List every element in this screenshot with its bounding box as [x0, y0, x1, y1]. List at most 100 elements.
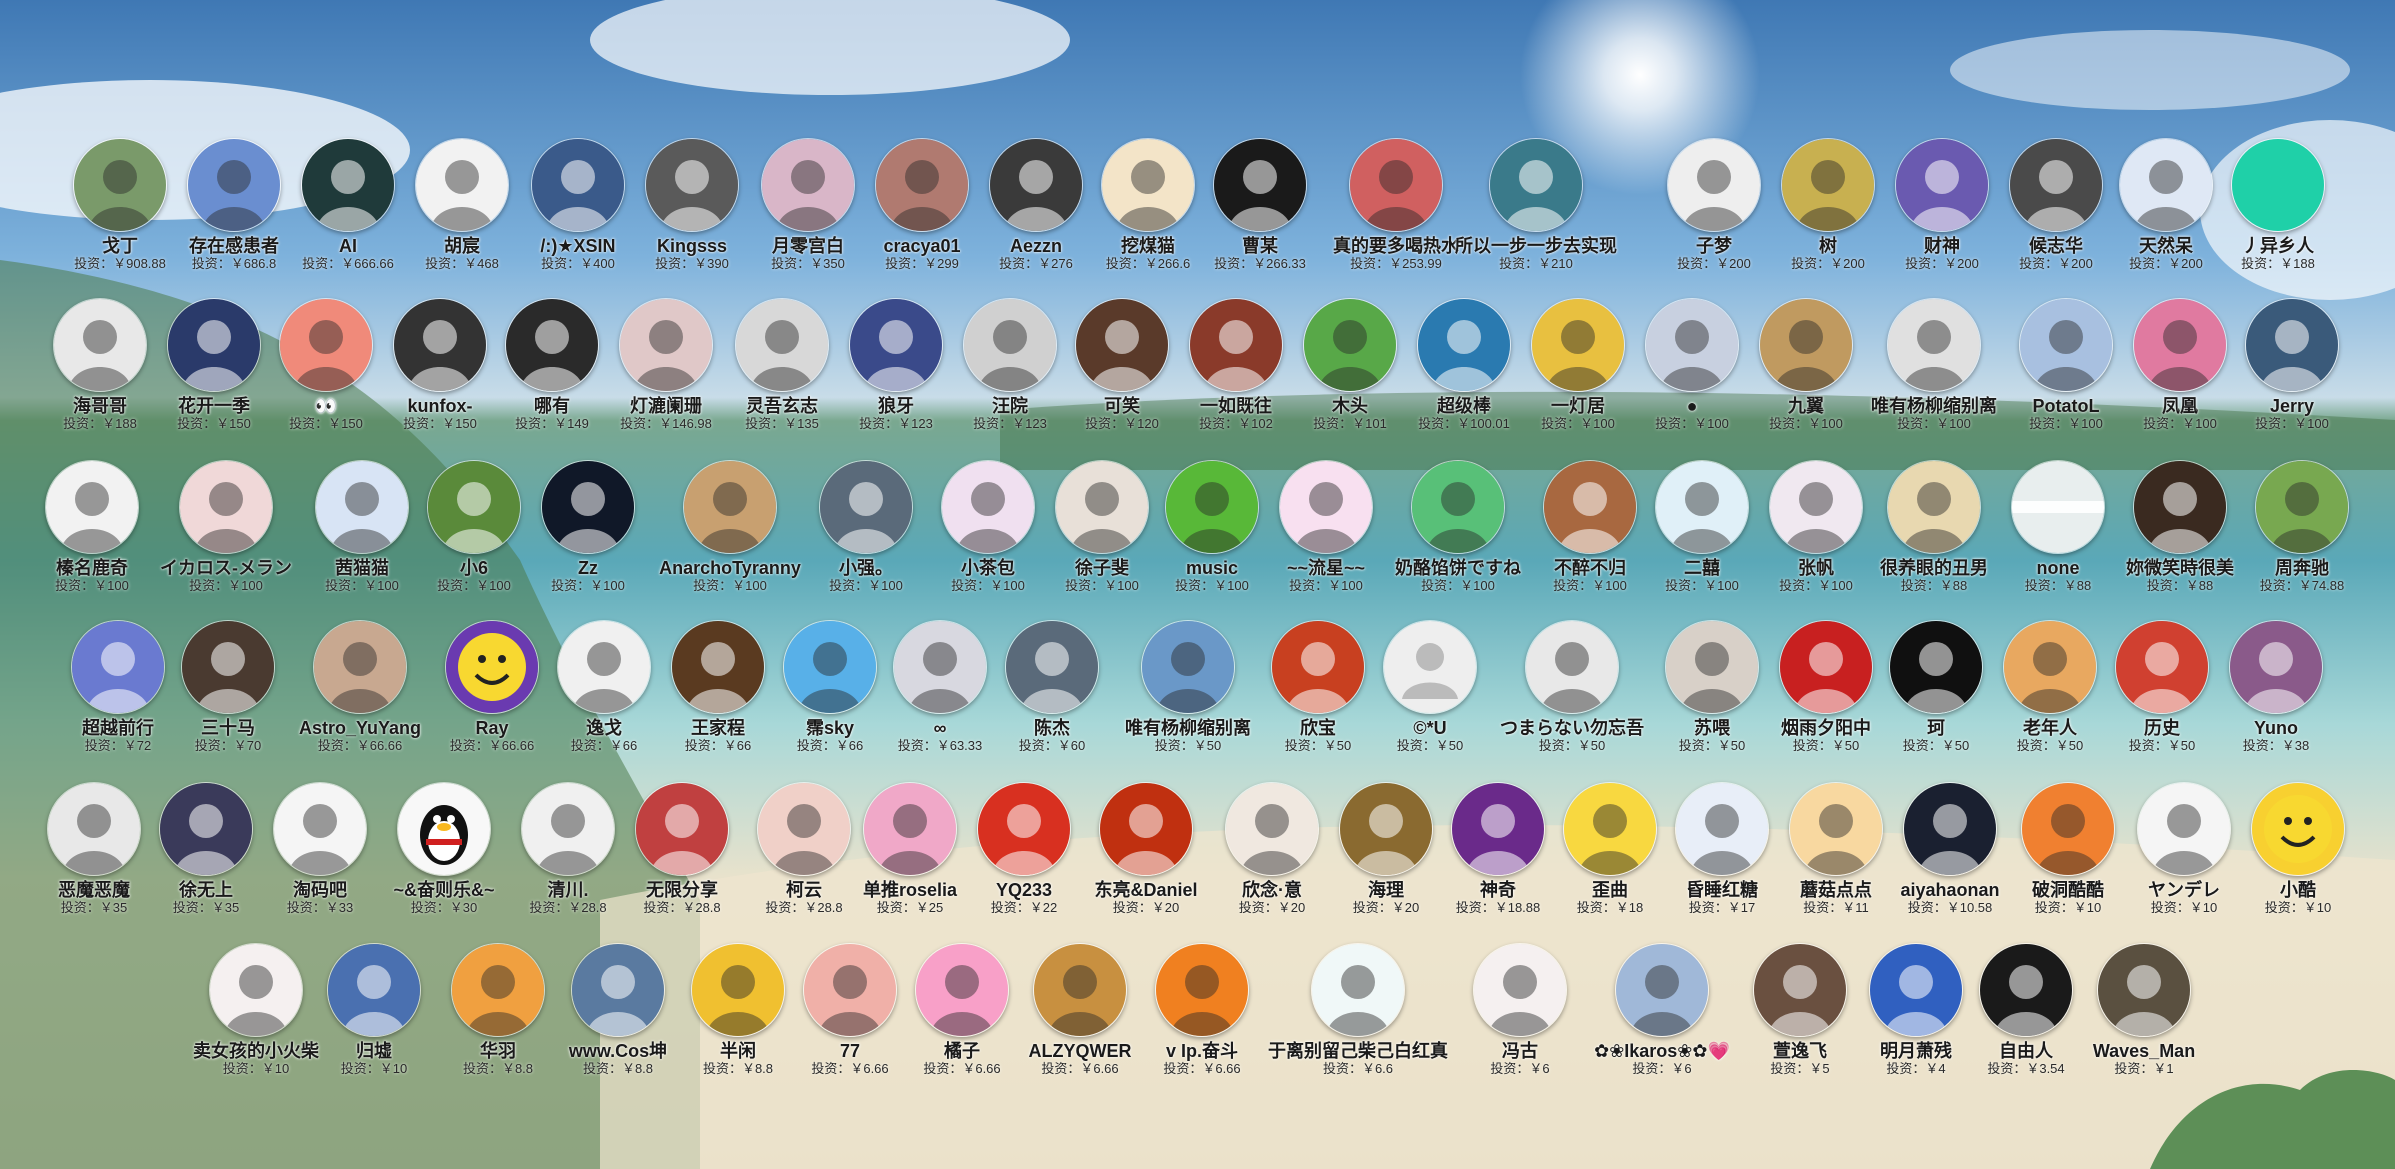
donor-card[interactable]: つまらない勿忘吾 投资：￥50 [1492, 620, 1652, 754]
donor-card[interactable]: 挖煤猫 投资：￥266.6 [1068, 138, 1228, 272]
donor-card[interactable]: 淘码吧 投资：￥33 [240, 782, 400, 916]
avatar-man-road[interactable] [2245, 298, 2339, 392]
avatar-bw-street[interactable] [645, 138, 739, 232]
donor-card[interactable]: 陈杰 投资：￥60 [972, 620, 1132, 754]
avatar-ice-figure[interactable] [1141, 620, 1235, 714]
donor-card[interactable]: 唯有杨柳缩别离 投资：￥100 [1854, 298, 2014, 432]
avatar-golden-figure[interactable] [1759, 298, 1853, 392]
avatar-dark-sphere[interactable] [1903, 782, 1997, 876]
donor-card[interactable]: 归墟 投资：￥10 [294, 943, 454, 1077]
avatar-sketch-girl[interactable] [1887, 298, 1981, 392]
donor-card[interactable]: 卖女孩的小火柴 投资：￥10 [176, 943, 336, 1077]
avatar-zoro[interactable] [427, 460, 521, 554]
donor-card[interactable]: 周奔驰 投资：￥74.88 [2222, 460, 2382, 594]
avatar-fox[interactable] [1769, 460, 1863, 554]
avatar-girl-face[interactable] [1055, 460, 1149, 554]
donor-card[interactable]: 王家程 投资：￥66 [638, 620, 798, 754]
donor-card[interactable]: 无限分享 投资：￥28.8 [602, 782, 762, 916]
avatar-anime-girl[interactable] [941, 460, 1035, 554]
avatar-cartoon-boy[interactable] [1887, 460, 1981, 554]
avatar-bunny[interactable] [2119, 138, 2213, 232]
avatar-dark-figure[interactable] [541, 460, 635, 554]
avatar-dark-sphere[interactable] [989, 138, 1083, 232]
donor-card[interactable]: 昏睡红糖 投资：￥17 [1642, 782, 1802, 916]
avatar-anime-girl[interactable] [1225, 782, 1319, 876]
avatar-squirtle[interactable] [783, 620, 877, 714]
avatar-pink-animal[interactable] [2133, 298, 2227, 392]
avatar-anime-boy[interactable] [73, 138, 167, 232]
donor-card[interactable]: 柯云 投资：￥28.8 [724, 782, 884, 916]
donor-card[interactable]: 霈sky 投资：￥66 [750, 620, 910, 754]
avatar-anime-girl[interactable] [1615, 943, 1709, 1037]
avatar-cartoon-chick[interactable] [1789, 782, 1883, 876]
avatar-lucky-bag[interactable] [1779, 620, 1873, 714]
avatar-blank[interactable] [2011, 460, 2105, 554]
avatar-cute-girl[interactable] [757, 782, 851, 876]
donor-card[interactable]: 一灯居 投资：￥100 [1498, 298, 1658, 432]
donor-card[interactable]: ©*U 投资：￥50 [1350, 620, 1510, 754]
avatar-anime-girl[interactable] [315, 460, 409, 554]
donor-card[interactable]: 小6 投资：￥100 [394, 460, 554, 594]
donor-card[interactable]: www.Cos坤 投资：￥8.8 [538, 943, 698, 1077]
donor-card[interactable]: Waves_Man 投资：￥1 [2064, 943, 2224, 1077]
avatar-anime-orange[interactable] [2021, 782, 2115, 876]
donor-card[interactable]: 哪有 投资：￥149 [472, 298, 632, 432]
donor-card[interactable]: aiyahaonan 投资：￥10.58 [1870, 782, 2030, 916]
donor-card[interactable]: 欣念·意 投资：￥20 [1192, 782, 1352, 916]
avatar-clown[interactable] [1781, 138, 1875, 232]
avatar-fire-horse[interactable] [1099, 782, 1193, 876]
donor-card[interactable]: none 投资：￥88 [1978, 460, 2138, 594]
donor-card[interactable]: 小茶包 投资：￥100 [908, 460, 1068, 594]
donor-card[interactable]: 曹某 投资：￥266.33 [1180, 138, 1340, 272]
avatar-anime-boy[interactable] [451, 943, 545, 1037]
avatar-anime-girl[interactable] [803, 943, 897, 1037]
donor-card[interactable]: 老年人 投资：￥50 [1970, 620, 2130, 754]
avatar-cool-face[interactable] [2115, 620, 2209, 714]
avatar-anime-mage[interactable] [2019, 298, 2113, 392]
donor-card[interactable]: 很养眼的丑男 投资：￥88 [1854, 460, 2014, 594]
avatar-emoji-face[interactable] [2251, 782, 2345, 876]
donor-card[interactable]: v Ip.奋斗 投资：￥6.66 [1122, 943, 1282, 1077]
donor-card[interactable]: 东亮&Daniel 投资：￥20 [1066, 782, 1226, 916]
donor-card[interactable]: AI 投资：￥666.66 [268, 138, 428, 272]
donor-card[interactable]: 破洞酷酷 投资：￥10 [1988, 782, 2148, 916]
donor-card[interactable]: 欣宝 投资：￥50 [1238, 620, 1398, 754]
donor-card[interactable]: 海哥哥 投资：￥188 [20, 298, 180, 432]
donor-card[interactable]: 珂投资：￥50 [1856, 620, 2016, 754]
donor-card[interactable]: 月零宫白 投资：￥350 [728, 138, 888, 272]
avatar-anime-boy[interactable] [683, 460, 777, 554]
donor-card[interactable]: 丿异乡人 投资：￥188 [2198, 138, 2358, 272]
avatar-line-art[interactable] [1889, 620, 1983, 714]
avatar-cat-eye[interactable] [1005, 620, 1099, 714]
avatar-white-cat[interactable] [1655, 460, 1749, 554]
avatar-black-orb[interactable] [505, 298, 599, 392]
avatar-cartoon-boy[interactable] [1473, 943, 1567, 1037]
donor-card[interactable]: 海理 投资：￥20 [1306, 782, 1466, 916]
donor-card[interactable]: 小强。 投资：￥100 [786, 460, 946, 594]
avatar-man-glasses[interactable] [2009, 138, 2103, 232]
donor-card[interactable]: 华羽 投资：￥8.8 [418, 943, 578, 1077]
donor-card[interactable]: 徐子斐 投资：￥100 [1022, 460, 1182, 594]
avatar-child[interactable] [1075, 298, 1169, 392]
donor-card[interactable]: 木头 投资：￥101 [1270, 298, 1430, 432]
avatar-panda-meme[interactable] [273, 782, 367, 876]
donor-card[interactable]: 存在感患者 投资：￥686.8 [154, 138, 314, 272]
donor-card[interactable]: YQ233 投资：￥22 [944, 782, 1104, 916]
avatar-green-hair[interactable] [1411, 460, 1505, 554]
donor-card[interactable]: 天然呆 投资：￥200 [2086, 138, 2246, 272]
avatar-luffy[interactable] [691, 943, 785, 1037]
donor-card[interactable]: Zz 投资：￥100 [508, 460, 668, 594]
donor-card[interactable]: 徐无上 投资：￥35 [126, 782, 286, 916]
avatar-orange[interactable] [1155, 943, 1249, 1037]
avatar-cartoon-cat[interactable] [1101, 138, 1195, 232]
donor-card[interactable]: 歪曲 投资：￥18 [1530, 782, 1690, 916]
donor-card[interactable]: 烟雨夕阳中 投资：￥50 [1746, 620, 1906, 754]
donor-card[interactable]: ✿❀Ikaros❀✿💗 投资：￥6 [1582, 943, 1742, 1077]
avatar-sketch-boy[interactable] [1525, 620, 1619, 714]
donor-card[interactable]: 明月萧残 投资：￥4 [1836, 943, 1996, 1077]
avatar-anime-battle[interactable] [187, 138, 281, 232]
avatar-cartoon-boy[interactable] [1033, 943, 1127, 1037]
avatar-dark-hand[interactable] [1213, 138, 1307, 232]
avatar-hooded-figure[interactable] [301, 138, 395, 232]
donor-card[interactable]: Astro_YuYang 投资：￥66.66 [280, 620, 440, 754]
